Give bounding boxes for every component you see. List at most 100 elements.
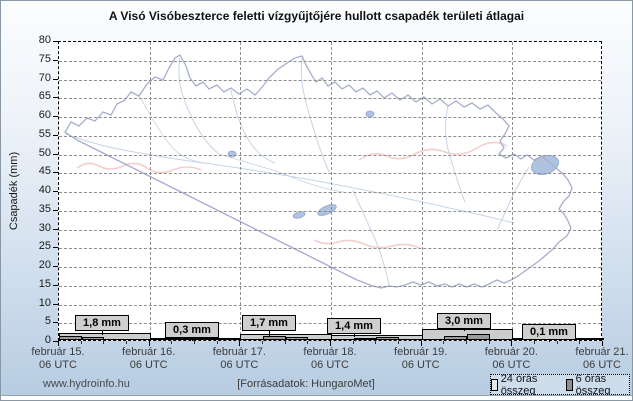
bar-6h-total	[467, 334, 490, 340]
h-gridline	[59, 304, 601, 306]
h-gridline	[59, 210, 601, 212]
v-gridline	[240, 42, 242, 340]
annotation-callout-line	[102, 331, 103, 336]
y-tick-mark	[53, 266, 58, 267]
y-tick-label: 5	[44, 315, 51, 328]
x-tick-minor	[126, 341, 127, 344]
x-tick-minor	[171, 341, 173, 344]
v-gridline	[331, 42, 332, 340]
bar-value-label: 0,1 mm	[522, 324, 576, 340]
legend-label-6h: 6 órás összeg	[575, 372, 611, 397]
y-tick-label: 55	[38, 127, 51, 140]
y-tick-mark	[53, 303, 58, 305]
y-tick-label: 15	[38, 277, 51, 290]
h-gridline	[59, 248, 601, 250]
h-gridline	[59, 285, 601, 287]
map-road-line	[76, 162, 202, 174]
y-tick-mark	[53, 134, 58, 136]
h-gridline	[59, 98, 601, 100]
y-tick-mark	[53, 341, 58, 342]
y-tick-mark	[53, 97, 58, 99]
y-tick-mark	[53, 41, 58, 42]
y-tick-label: 40	[38, 184, 51, 196]
x-tick-minor	[352, 341, 354, 344]
y-tick-label: 45	[38, 165, 51, 178]
map-rivers	[64, 57, 530, 286]
bar-6h-total	[285, 337, 309, 340]
legend-label-24h: 24 órás összeg	[500, 372, 538, 397]
bar-value-label: 3,0 mm	[437, 313, 491, 329]
y-tick-label: 50	[38, 146, 51, 159]
y-tick-label: 10	[38, 296, 51, 309]
x-tick-mark	[420, 341, 422, 346]
y-tick-label: 80	[38, 34, 51, 46]
h-gridline	[59, 154, 601, 156]
y-tick-mark	[53, 191, 58, 192]
legend: 24 órás összeg 6 órás összeg	[490, 372, 630, 397]
v-gridline	[421, 42, 423, 340]
x-tick-mark	[148, 341, 150, 346]
bar-value-label: 1,4 mm	[327, 318, 381, 334]
bar-6h-total	[59, 336, 82, 340]
bar-24h-total	[149, 338, 242, 340]
x-tick-label: február 19. 06 UTC	[394, 346, 448, 371]
h-gridline	[59, 135, 601, 137]
x-tick-minor	[534, 341, 535, 344]
x-tick-minor	[375, 341, 377, 344]
legend-swatch-24h-icon	[491, 378, 498, 391]
bar-value-label: 1,7 mm	[242, 315, 296, 331]
x-tick-minor	[216, 341, 218, 344]
map-road-line	[313, 239, 421, 249]
bar-6h-total	[376, 336, 399, 340]
x-tick-label: február 20. 06 UTC	[484, 346, 538, 371]
y-tick-mark	[53, 284, 58, 286]
x-tick-label: február 16. 06 UTC	[122, 346, 176, 371]
annotation-callout-line	[354, 334, 355, 337]
x-tick-mark	[330, 341, 331, 346]
bar-6h-total	[444, 336, 467, 340]
y-tick-label: 35	[38, 202, 51, 215]
x-tick-minor	[262, 341, 263, 344]
y-tick-label: 70	[38, 71, 51, 84]
y-tick-mark	[53, 153, 58, 155]
y-tick-mark	[53, 59, 58, 61]
y-tick-mark	[53, 78, 58, 80]
x-tick-minor	[466, 341, 467, 344]
h-gridline	[59, 117, 601, 118]
x-tick-minor	[556, 341, 558, 344]
h-gridline	[59, 192, 601, 193]
bar-6h-total	[263, 336, 286, 340]
plot-area: 1,8 mm 0,3 mm 1,7 mm 1,4 mm 3,0 mm 0,1 mm	[58, 41, 604, 342]
annotation-callout-line	[192, 338, 193, 341]
h-gridline	[59, 229, 601, 231]
y-tick-mark	[53, 172, 58, 174]
x-tick-label: február 17. 06 UTC	[212, 346, 266, 371]
map-lakes	[227, 110, 560, 219]
source-credit: [Forrásadatok: HungaroMet]	[237, 378, 375, 390]
watershed-map	[64, 54, 573, 289]
y-tick-mark	[53, 228, 58, 230]
y-tick-label: 60	[38, 109, 51, 121]
annotation-callout-line	[269, 331, 270, 336]
x-tick-mark	[602, 341, 603, 346]
y-tick-mark	[53, 247, 58, 249]
y-tick-label: 30	[38, 221, 51, 234]
annotation-callout-line	[464, 329, 465, 331]
legend-item-6h: 6 órás összeg	[565, 372, 629, 397]
x-tick-mark	[511, 341, 513, 346]
h-gridline	[59, 60, 601, 62]
x-tick-minor	[443, 341, 445, 344]
x-tick-minor	[488, 341, 490, 344]
x-tick-mark	[239, 341, 241, 346]
v-gridline	[512, 42, 514, 340]
x-tick-label: február 21. 06 UTC	[575, 346, 629, 371]
y-tick-mark	[53, 322, 58, 324]
x-tick-minor	[80, 341, 82, 344]
y-tick-label: 20	[38, 259, 51, 271]
bar-6h-total	[172, 338, 195, 340]
x-tick-minor	[284, 341, 286, 344]
legend-item-24h: 24 órás összeg	[491, 373, 559, 397]
bar-6h-total	[353, 338, 377, 340]
x-tick-minor	[103, 341, 105, 344]
